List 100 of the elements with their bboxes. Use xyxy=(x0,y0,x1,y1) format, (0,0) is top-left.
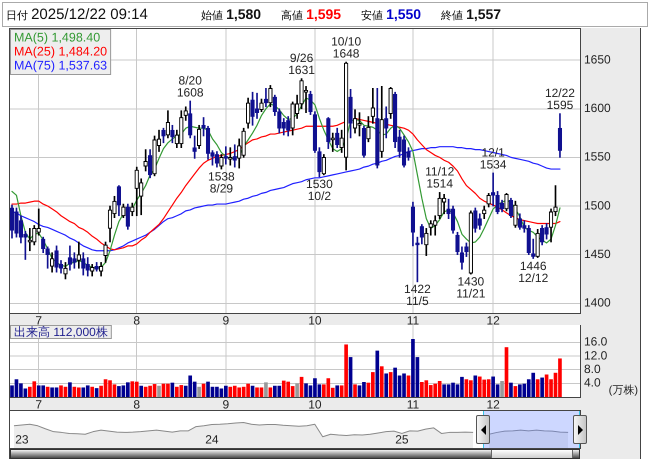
bar xyxy=(522,384,526,397)
candlestick xyxy=(184,106,188,121)
x-tick-label: 7 xyxy=(35,398,42,412)
bar xyxy=(94,388,98,397)
bar xyxy=(473,376,478,397)
x-tick-label: 11 xyxy=(406,398,420,412)
bar xyxy=(433,384,438,397)
candlestick xyxy=(232,144,237,168)
annotation: 8/20 1608 xyxy=(176,73,204,100)
bar xyxy=(268,387,272,397)
bar xyxy=(424,380,428,397)
candlestick xyxy=(81,252,86,276)
candlestick xyxy=(478,213,482,230)
bar xyxy=(46,386,50,397)
annotation: 12/22 1595 xyxy=(544,86,576,112)
candlestick xyxy=(380,86,384,158)
bar xyxy=(300,376,304,397)
annotation: 1530 10/2 xyxy=(306,177,334,204)
bar xyxy=(170,382,174,397)
bar xyxy=(157,386,161,397)
bar xyxy=(411,339,415,397)
y-tick-label: 4.0 xyxy=(584,376,602,390)
y-axis-title: (万株) xyxy=(608,384,638,397)
candlestick xyxy=(473,208,478,233)
candlestick xyxy=(335,128,340,148)
bar xyxy=(90,386,94,397)
bar xyxy=(152,384,156,397)
candlestick xyxy=(424,228,428,256)
annotation: 1430 11/21 xyxy=(456,274,486,300)
y-tick-label: 1400 xyxy=(584,296,612,310)
bar xyxy=(72,386,76,397)
candlestick xyxy=(179,110,184,148)
candlestick xyxy=(90,264,94,276)
bar xyxy=(384,373,388,397)
bar xyxy=(478,376,482,397)
bar xyxy=(518,384,522,397)
bar xyxy=(139,386,144,397)
text: 終値 1,557 xyxy=(441,6,502,22)
bar xyxy=(353,384,357,397)
bar xyxy=(188,376,192,397)
bar xyxy=(438,380,442,397)
bar xyxy=(32,381,36,397)
bar xyxy=(388,372,392,397)
bar xyxy=(514,386,518,397)
bar xyxy=(348,357,352,397)
candlestick xyxy=(428,220,433,236)
bar xyxy=(81,387,86,397)
bar xyxy=(41,385,46,397)
x-tick-label: 8 xyxy=(133,314,140,328)
bar xyxy=(420,382,424,397)
bar xyxy=(375,350,380,397)
x-tick-label: 9 xyxy=(222,314,230,328)
chart-title: 日付 2025/12/22 09:14 xyxy=(6,6,148,22)
candlestick xyxy=(32,225,36,246)
candlestick xyxy=(188,100,192,138)
candlestick xyxy=(41,236,46,254)
bar xyxy=(464,379,468,397)
x-tick-label: 25 xyxy=(395,432,409,446)
bar xyxy=(202,384,206,397)
bar xyxy=(237,387,242,397)
bar xyxy=(250,386,254,397)
candlestick xyxy=(286,116,290,136)
bar xyxy=(500,380,504,397)
annotation: 9/26 1631 xyxy=(288,50,316,77)
candlestick xyxy=(526,225,531,255)
text: 高値 1,595 xyxy=(281,6,342,22)
bar xyxy=(246,384,250,397)
bar xyxy=(68,382,72,397)
bar xyxy=(504,347,508,397)
bar xyxy=(380,366,384,397)
bar xyxy=(228,386,232,397)
y-tick-label: 16.0 xyxy=(584,334,608,349)
bar xyxy=(175,386,179,397)
bar xyxy=(117,386,121,397)
y-tick-label: 1650 xyxy=(584,52,612,66)
x-tick-label: 11 xyxy=(406,314,420,328)
bar xyxy=(86,385,90,397)
bar xyxy=(54,387,58,397)
bar xyxy=(536,379,540,397)
y-tick-label: 1550 xyxy=(584,150,612,164)
bar xyxy=(36,385,41,397)
text: MA(5) 1,498.40 xyxy=(14,30,100,44)
candlestick xyxy=(531,238,536,259)
bar xyxy=(326,378,330,397)
y-tick-label: 1600 xyxy=(584,101,612,116)
bar xyxy=(273,386,277,397)
y-tick-label: 8.0 xyxy=(584,362,602,376)
bar xyxy=(232,386,237,397)
candlestick xyxy=(130,202,134,216)
candlestick xyxy=(482,206,486,219)
x-tick-label: 12 xyxy=(486,398,500,412)
annotation: 1446 12/12 xyxy=(518,258,549,285)
x-tick-label: 9 xyxy=(222,398,230,412)
bar xyxy=(344,344,348,397)
x-tick-label: 10 xyxy=(308,398,322,412)
text: MA(75) 1,537.63 xyxy=(14,58,108,72)
candlestick xyxy=(134,166,139,216)
bar xyxy=(197,386,201,397)
annotation: 10/10 1648 xyxy=(331,34,362,60)
bar xyxy=(406,376,410,397)
